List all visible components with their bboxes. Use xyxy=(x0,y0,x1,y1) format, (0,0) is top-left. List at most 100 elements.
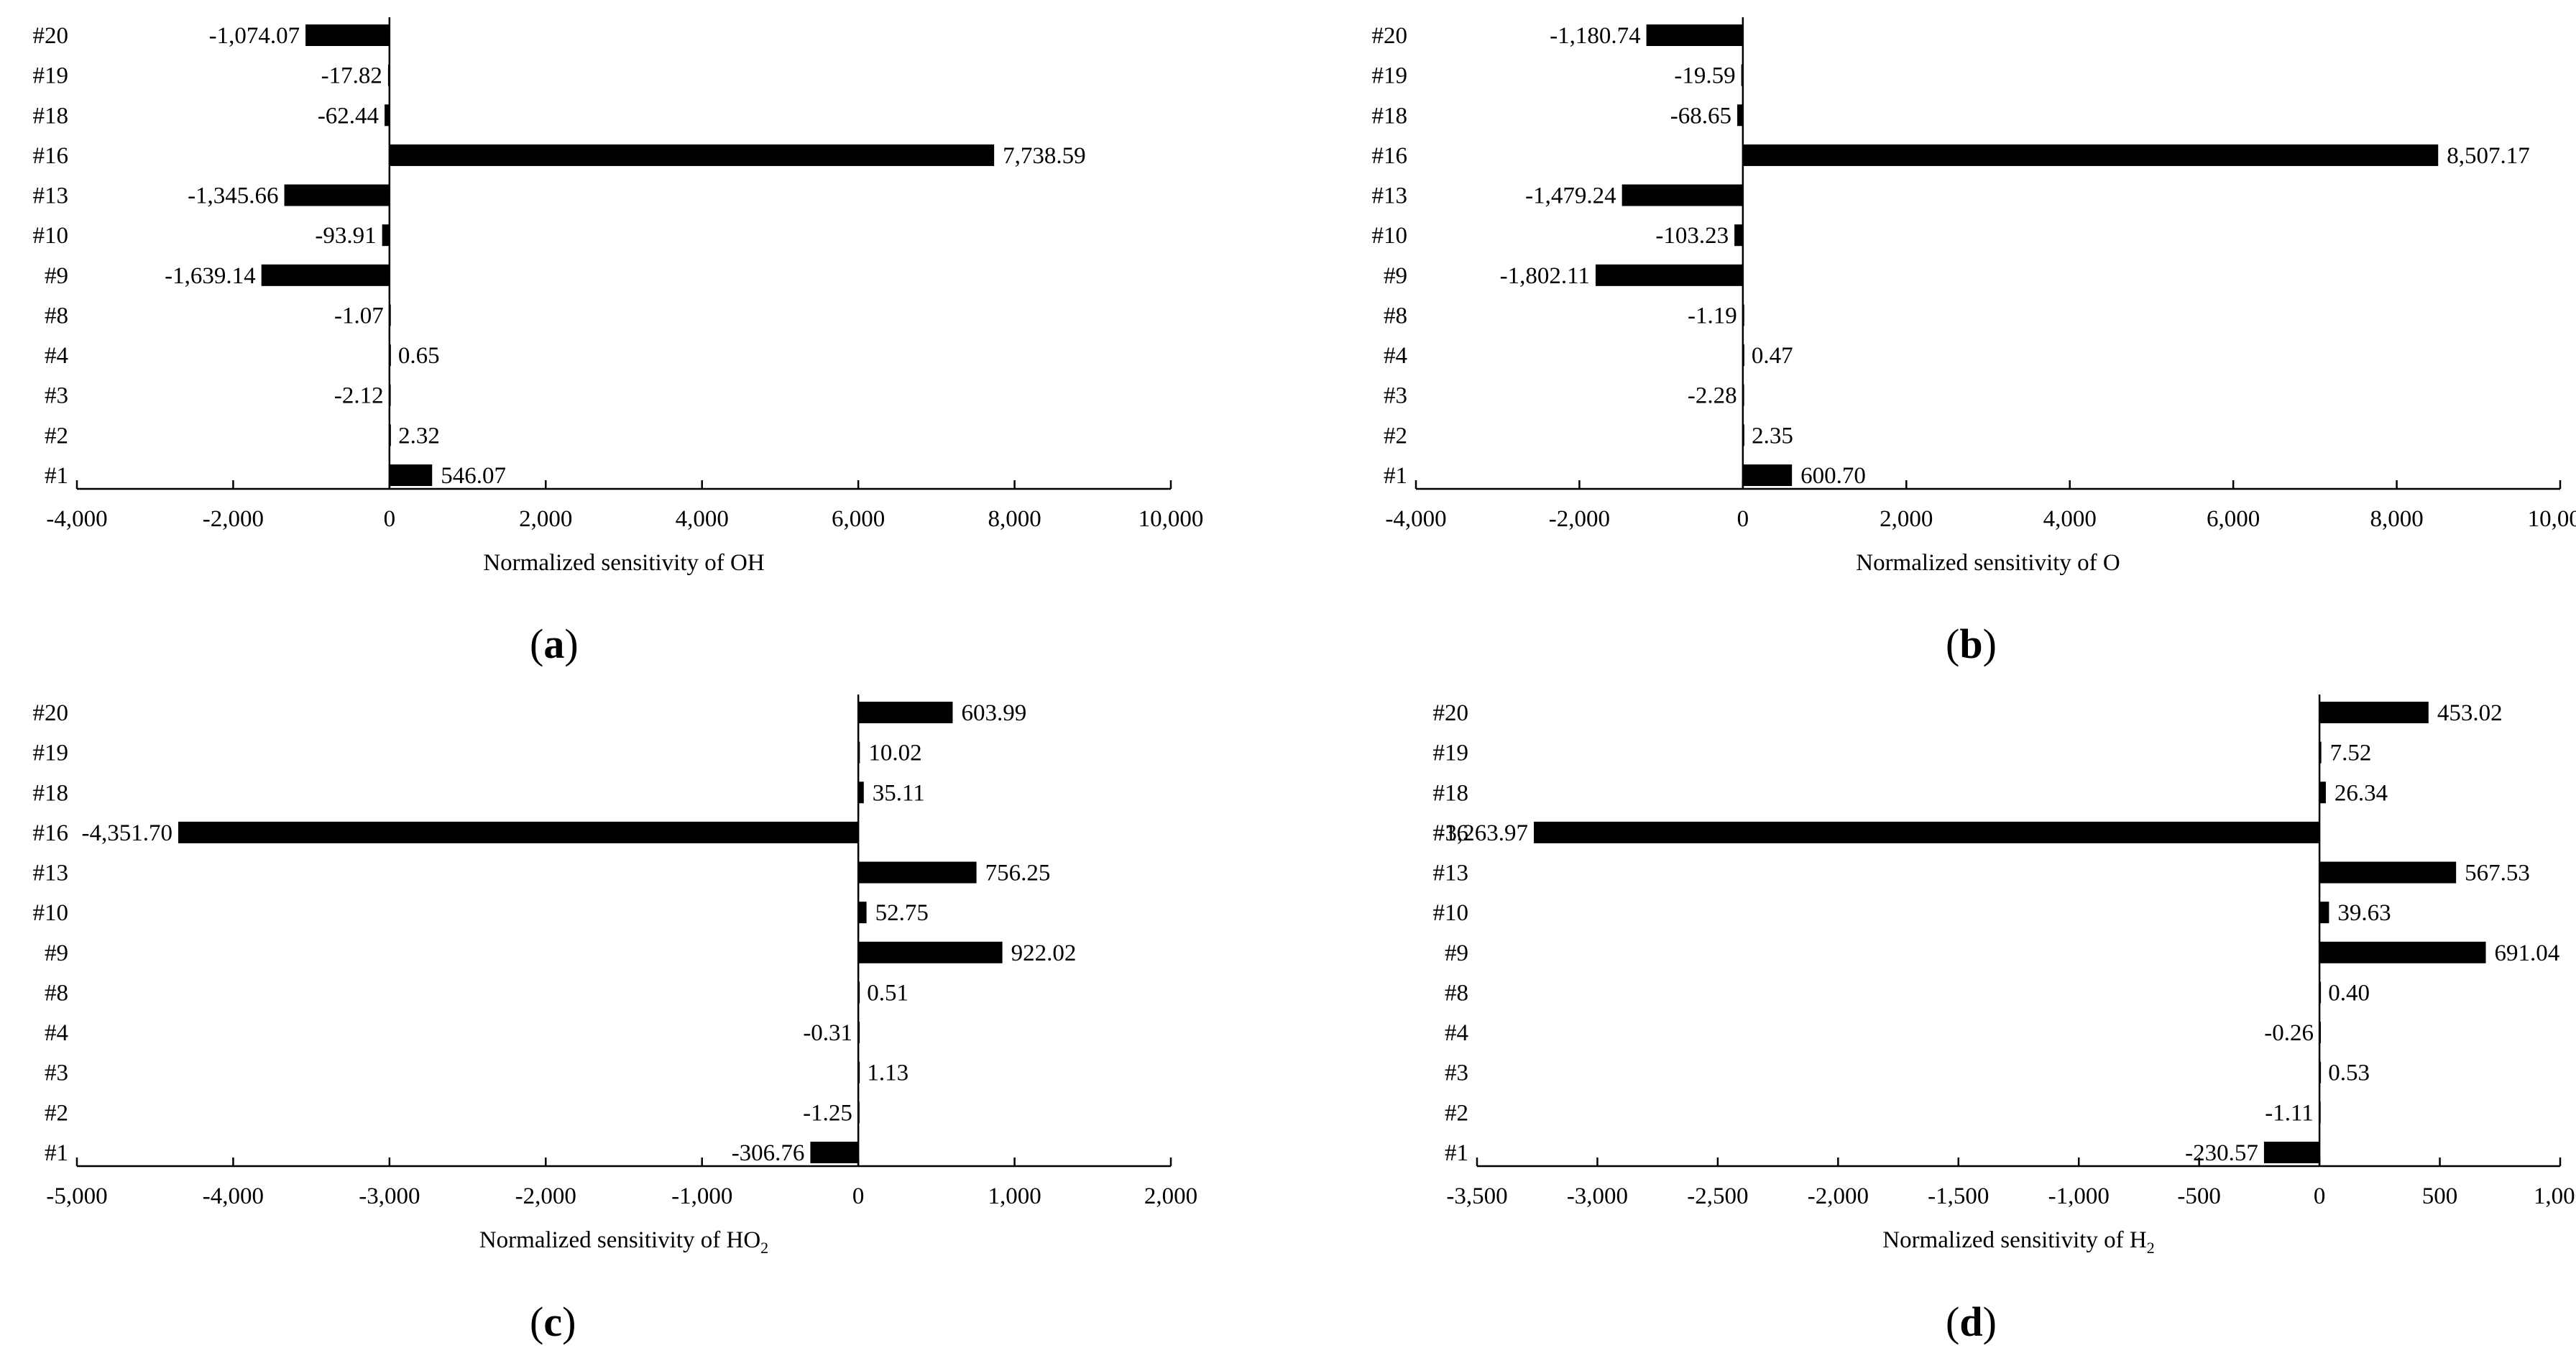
x-tick-label: -3,500 xyxy=(1446,1183,1507,1209)
category-label: #16 xyxy=(1433,820,1469,846)
bar xyxy=(1595,264,1743,286)
value-label: -103.23 xyxy=(1655,223,1729,249)
category-label: #3 xyxy=(1384,383,1407,409)
value-label: -1,180.74 xyxy=(1550,23,1641,49)
value-label: 0.53 xyxy=(2328,1060,2370,1086)
x-tick-label: -4,000 xyxy=(1385,506,1446,532)
chart-b: -4,000 -2,000 0 2,000 4,000 6,000 8,000 10,000 #… xyxy=(1372,17,2576,576)
bar xyxy=(1742,344,1744,367)
bar xyxy=(385,104,390,127)
category-label: #3 xyxy=(45,383,68,409)
bar xyxy=(2319,781,2326,804)
category-label: #9 xyxy=(45,940,68,966)
value-label: 39.63 xyxy=(2337,900,2391,926)
panel-label-b: (b) xyxy=(1946,620,1997,667)
x-tick-label: 0 xyxy=(2314,1183,2326,1209)
category-label: #19 xyxy=(1372,63,1408,89)
bar xyxy=(1742,144,2439,166)
value-label: 10.02 xyxy=(868,741,921,766)
bar xyxy=(858,941,1003,963)
x-tick-label: -1,000 xyxy=(2048,1183,2110,1209)
bar xyxy=(2263,1142,2320,1163)
category-label: #4 xyxy=(1384,343,1407,369)
value-label: -0.31 xyxy=(803,1020,852,1046)
bar xyxy=(810,1142,859,1163)
category-label: #1 xyxy=(1445,1140,1468,1166)
value-label: -1,479.24 xyxy=(1525,183,1616,209)
bar xyxy=(1742,424,1744,446)
bar xyxy=(382,224,390,247)
value-label: -4,351.70 xyxy=(81,820,172,846)
bar xyxy=(858,861,977,884)
bar xyxy=(857,1101,860,1124)
x-tick-label: -3,000 xyxy=(1567,1183,1628,1209)
value-label: 0.40 xyxy=(2328,980,2370,1006)
category-label: #9 xyxy=(1445,940,1468,966)
x-tick-label: 0 xyxy=(1737,506,1749,532)
value-label: -19.59 xyxy=(1674,63,1735,89)
bar xyxy=(1737,104,1743,127)
category-label: #16 xyxy=(33,820,69,846)
x-tick-label: 8,000 xyxy=(988,506,1041,532)
value-label: -2.28 xyxy=(1688,383,1737,409)
category-label: #2 xyxy=(1384,423,1407,449)
x-tick-label: 2,000 xyxy=(1144,1183,1197,1209)
value-label: 603.99 xyxy=(961,700,1026,726)
value-label: -1.25 xyxy=(803,1100,852,1126)
bar xyxy=(389,384,391,406)
value-label: 0.65 xyxy=(398,343,440,369)
bar xyxy=(387,64,390,86)
x-tick-label: -2,500 xyxy=(1687,1183,1748,1209)
chart-c: -5,000 -4,000 -3,000 -2,000 -1,000 0 1,000 2,00… xyxy=(33,695,1197,1257)
category-label: #13 xyxy=(33,861,69,886)
bar xyxy=(2319,741,2322,764)
chart-panel-a: -4,000 -2,000 0 2,000 4,000 6,000 8,000 10,000 #… xyxy=(0,0,1288,683)
x-tick-label: -4,000 xyxy=(203,1183,264,1209)
category-label: #19 xyxy=(1433,741,1469,766)
category-label: #3 xyxy=(45,1060,68,1086)
value-label: 453.02 xyxy=(2437,700,2503,726)
category-label: #20 xyxy=(1372,23,1408,49)
category-label: #10 xyxy=(1433,900,1469,926)
category-label: #3 xyxy=(1445,1060,1468,1086)
value-label: -1,074.07 xyxy=(209,23,300,49)
x-tick-label: -3,000 xyxy=(359,1183,420,1209)
category-label: #4 xyxy=(45,1020,68,1046)
value-label: 1.13 xyxy=(867,1060,908,1086)
panel-label-d: (d) xyxy=(1946,1298,1997,1345)
chart-panel-d: -3,500 -3,000 -2,500 -2,000 -1,500 -1,000 -500… xyxy=(1288,683,2576,1366)
category-label: #16 xyxy=(33,143,69,169)
x-tick-label: 8,000 xyxy=(2370,506,2423,532)
category-label: #9 xyxy=(1384,263,1407,289)
x-tick-label: -4,000 xyxy=(46,506,107,532)
value-label: 922.02 xyxy=(1011,940,1077,966)
x-tick-label: -1,000 xyxy=(671,1183,732,1209)
x-axis-title: Normalized sensitivity of O xyxy=(1856,550,2120,576)
x-axis-title: Normalized sensitivity of HO2 xyxy=(479,1227,768,1257)
category-label: #18 xyxy=(1372,103,1408,129)
category-label: #8 xyxy=(1384,303,1407,329)
value-label: 546.07 xyxy=(441,463,506,489)
category-label: #1 xyxy=(45,1140,68,1166)
category-label: #18 xyxy=(33,780,69,806)
value-label: -62.44 xyxy=(318,103,379,129)
chart-d: -3,500 -3,000 -2,500 -2,000 -1,500 -1,000 -500… xyxy=(1433,695,2576,1257)
value-label: 35.11 xyxy=(873,780,925,806)
bar xyxy=(305,24,390,46)
bar xyxy=(858,1061,860,1083)
category-label: #20 xyxy=(1433,700,1469,726)
value-label: -1,639.14 xyxy=(165,263,256,289)
category-label: #1 xyxy=(1384,463,1407,489)
x-tick-label: 2,000 xyxy=(519,506,572,532)
x-tick-label: -5,000 xyxy=(46,1183,107,1209)
category-label: #1 xyxy=(45,463,68,489)
value-label: 7,738.59 xyxy=(1003,143,1086,169)
category-label: #10 xyxy=(33,900,69,926)
chart-panel-c: -5,000 -4,000 -3,000 -2,000 -1,000 0 1,000 2,00… xyxy=(0,683,1288,1366)
bar xyxy=(389,304,391,326)
x-tick-label: 1,000 xyxy=(2534,1183,2576,1209)
bar xyxy=(1534,821,2320,843)
x-tick-label: 500 xyxy=(2422,1183,2458,1209)
bar xyxy=(2319,941,2486,963)
category-label: #10 xyxy=(33,223,69,249)
